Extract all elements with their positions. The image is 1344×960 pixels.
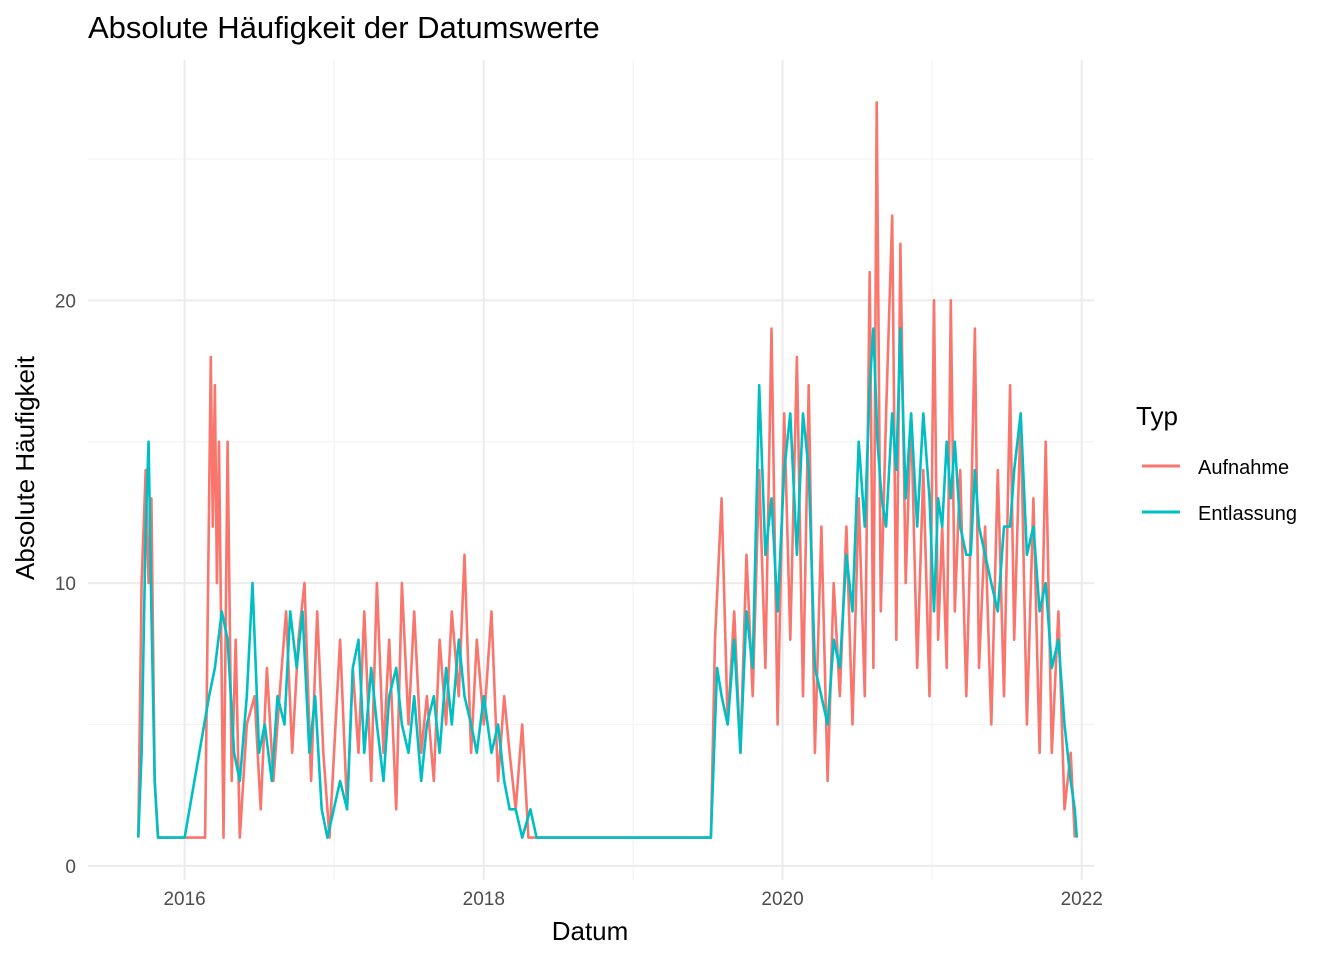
y-tick-label: 10	[55, 574, 76, 595]
x-tick-label: 2020	[761, 889, 803, 910]
y-axis-ticks: 0 10 20	[55, 291, 76, 878]
x-axis-ticks: 2016 2018 2020 2022	[163, 889, 1102, 910]
x-tick-label: 2018	[463, 889, 505, 910]
series-layer	[137, 101, 1079, 839]
x-tick-label: 2022	[1061, 889, 1103, 910]
series-line-aufnahme	[137, 101, 1077, 839]
y-axis-title: Absolute Häufigkeit	[10, 355, 40, 580]
chart-title: Absolute Häufigkeit der Datumswerte	[88, 10, 600, 45]
x-axis-title: Datum	[552, 916, 629, 946]
legend: Typ Aufnahme Entlassung	[1136, 401, 1297, 525]
legend-label-aufnahme: Aufnahme	[1198, 457, 1289, 479]
legend-title: Typ	[1136, 401, 1178, 431]
y-tick-label: 0	[65, 857, 76, 878]
series-line-entlassung	[137, 327, 1079, 839]
y-tick-label: 20	[55, 291, 76, 312]
x-tick-label: 2016	[163, 889, 205, 910]
legend-label-entlassung: Entlassung	[1198, 503, 1297, 525]
